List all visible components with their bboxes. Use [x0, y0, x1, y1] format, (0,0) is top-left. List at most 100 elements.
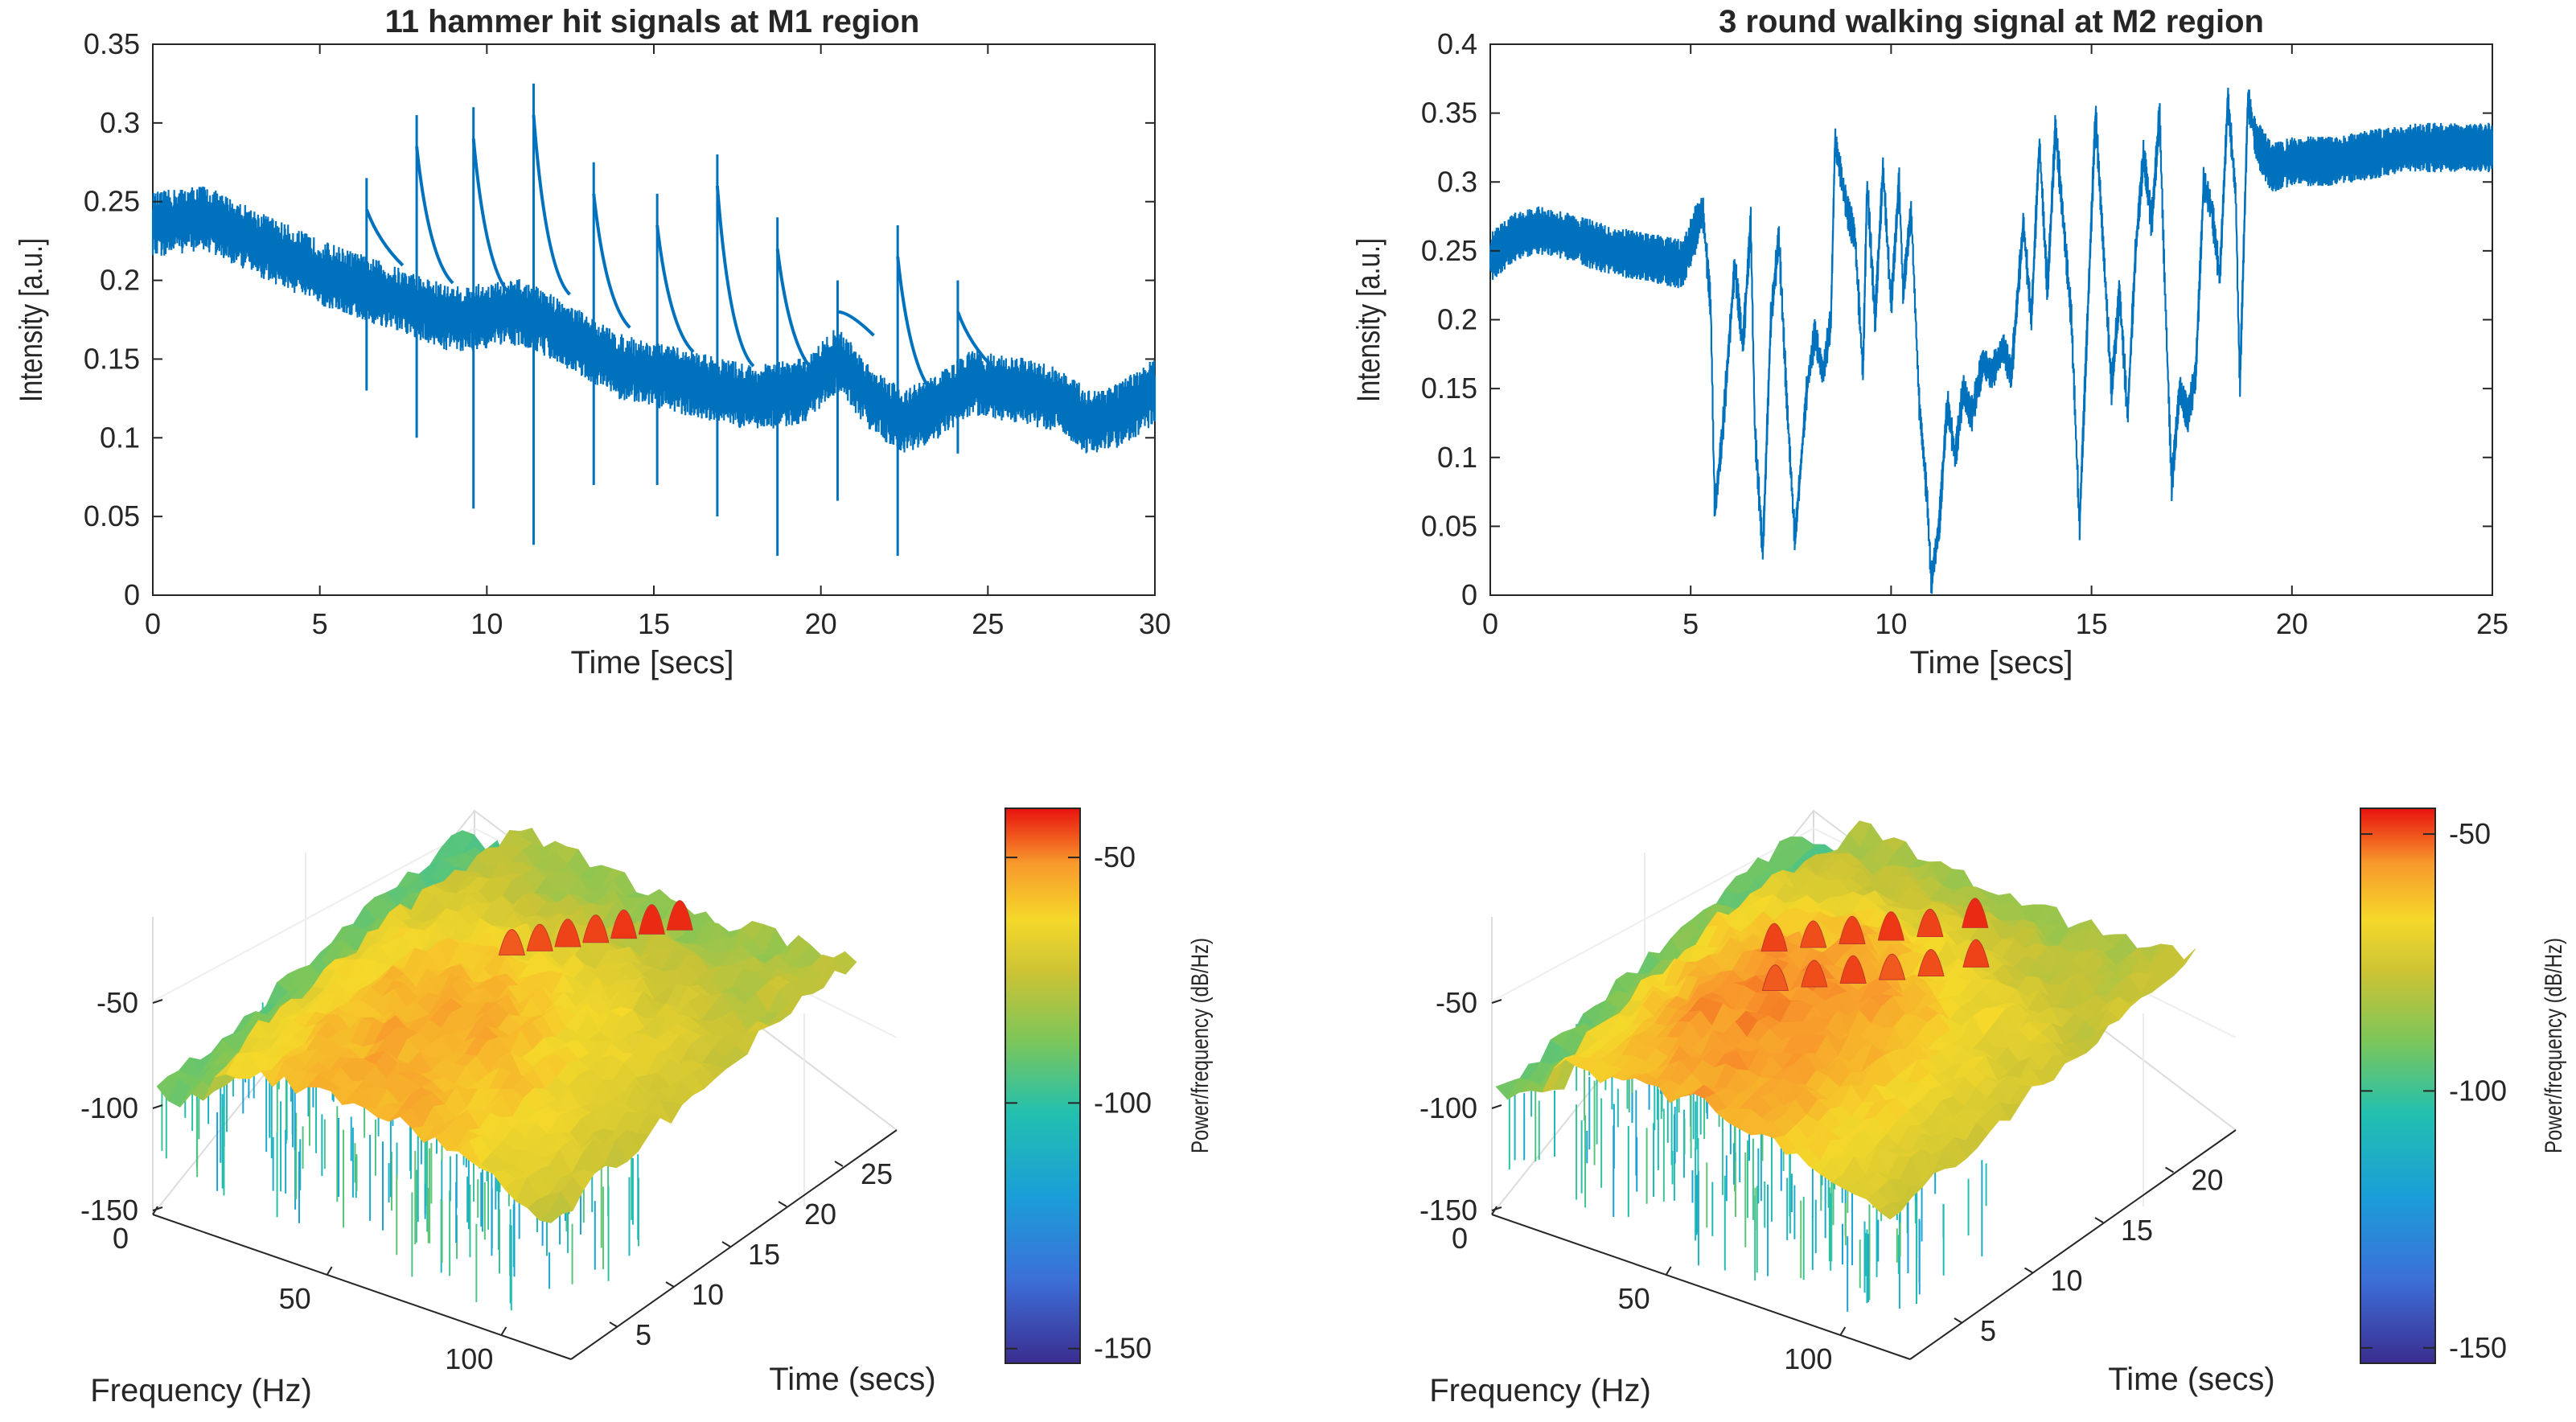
- power-peak: [554, 919, 581, 947]
- signal-series: [1489, 88, 2494, 594]
- y-tick-label: 0.15: [1421, 372, 1477, 405]
- y-tick-label: 0.35: [84, 27, 140, 60]
- plot-area: [152, 43, 1156, 596]
- y-tick-label: 20: [2192, 1164, 2224, 1197]
- spectrogram-surface: [1495, 820, 2196, 1312]
- spike-decay: [592, 193, 631, 329]
- spectrogram-surface: [156, 828, 857, 1311]
- power-peak: [1761, 964, 1789, 991]
- x-tick-mark: [1665, 1266, 1672, 1276]
- power-peak: [1799, 920, 1827, 948]
- y-tick-mark: [2164, 1166, 2175, 1173]
- power-peak: [1839, 916, 1866, 944]
- x-tick-label: 0: [113, 1222, 129, 1255]
- colorbar-gradient: [2360, 808, 2436, 1364]
- y-tick-label: 5: [635, 1318, 651, 1351]
- y-tick-mark: [609, 1321, 618, 1328]
- y-tick-label: 0.1: [100, 421, 140, 454]
- y-tick-mark: [721, 1241, 731, 1247]
- spike-decay: [775, 249, 816, 372]
- y-tick-label: 5: [1980, 1314, 1996, 1347]
- surface-patch: [1878, 1203, 1902, 1220]
- axes: 0 5 10 15 20 25 30 0 0.05 0.1 0.15 0.2 0.25 0.3 0.35: [84, 27, 1171, 640]
- x-tick-label: 10: [1875, 607, 1907, 640]
- colorbar-tick-label: -100: [1094, 1086, 1152, 1119]
- colorbar-label: Power/frequency (dB/Hz): [1185, 938, 1213, 1153]
- y-tick-label: 0.05: [84, 499, 140, 532]
- x-tick-mark: [1491, 1206, 1498, 1215]
- z-tick-mark: [1491, 1104, 1502, 1109]
- z-tick-mark: [152, 1104, 163, 1109]
- y-tick-label: 0.05: [1421, 509, 1477, 542]
- power-peak: [638, 904, 666, 935]
- z-tick-mark: [1491, 1206, 1502, 1211]
- y-tick-label: 0.35: [1421, 97, 1477, 129]
- x-tick-label: 25: [972, 607, 1004, 640]
- y-tick-mark: [2023, 1267, 2034, 1274]
- x-tick-mark: [152, 1206, 158, 1215]
- spike-decay: [532, 114, 571, 296]
- y-tick-label: 0.1: [1437, 441, 1477, 474]
- plot-area: [1489, 43, 2493, 596]
- x-tick-label: 50: [1618, 1282, 1650, 1315]
- x-tick-label: 25: [2476, 607, 2508, 640]
- spike-decay: [837, 310, 875, 337]
- x-tick-label: 30: [1139, 607, 1171, 640]
- colorbar-tick-label: -50: [2449, 817, 2491, 850]
- y-tick-label: 0: [124, 578, 140, 611]
- x-axis-label: Frequency (Hz): [1429, 1373, 1651, 1408]
- x-tick-label: 10: [470, 607, 503, 640]
- signal-series: [151, 83, 1157, 557]
- power-peak: [610, 909, 638, 939]
- y-tick-mark: [778, 1201, 787, 1207]
- x-tick-mark: [1839, 1326, 1847, 1336]
- power-peak: [1877, 911, 1905, 941]
- x-tick-label: 15: [2076, 607, 2108, 640]
- z-tick-label: -50: [97, 986, 138, 1019]
- panel-hammer-signal: 11 hammer hit signals at M1 region 0 5 10 1…: [13, 4, 1171, 680]
- x-tick-label: 5: [312, 607, 328, 640]
- x-tick-label: 100: [445, 1342, 493, 1375]
- colorbar-tick-label: -150: [2449, 1331, 2507, 1364]
- y-tick-label: 0.3: [1437, 165, 1477, 198]
- y-axis-label: Time (secs): [769, 1362, 935, 1397]
- x-tick-label: 50: [279, 1282, 311, 1315]
- z-tick-label: -150: [80, 1194, 138, 1227]
- y-tick-mark: [1954, 1317, 1963, 1324]
- colorbar-gradient: [1005, 808, 1081, 1364]
- axes: 0 5 10 15 20 25 0 0.05 0.1 0.15 0.2 0.25 0.3 0.35 0.4: [1421, 27, 2508, 640]
- z-tick-mark: [152, 1206, 163, 1211]
- power-peak: [1878, 953, 1906, 980]
- spike-decay: [471, 138, 512, 295]
- spike-decay: [364, 208, 405, 267]
- y-axis-label: Time (secs): [2108, 1362, 2274, 1397]
- y-tick-label: 25: [861, 1157, 893, 1190]
- colorbar-tick-label: -100: [2449, 1074, 2507, 1107]
- power-peak: [1760, 923, 1788, 951]
- power-peak: [1839, 956, 1867, 984]
- signal-line: [1489, 88, 2494, 594]
- z-tick-mark: [152, 999, 163, 1004]
- spike-decay: [896, 257, 935, 395]
- power-peak: [1917, 949, 1945, 976]
- z-tick-label: -150: [1419, 1194, 1477, 1227]
- x-tick-label: 20: [805, 607, 837, 640]
- y-tick-label: 0.25: [84, 185, 140, 218]
- y-tick-label: 0: [1461, 578, 1477, 611]
- spike-decay: [655, 224, 695, 354]
- x-tick-label: 100: [1784, 1342, 1832, 1375]
- y-tick-mark: [834, 1161, 844, 1167]
- z-tick-label: -100: [1419, 1091, 1477, 1124]
- z-tick-label: -50: [1436, 986, 1477, 1019]
- y-tick-label: 0.3: [100, 106, 140, 139]
- y-tick-label: 0.4: [1437, 27, 1477, 60]
- power-peak: [1962, 939, 1990, 968]
- colorbar: -50 -100 -150: [2360, 808, 2507, 1364]
- colorbar-tick-label: -50: [1094, 840, 1136, 873]
- x-axis-label: Time [secs]: [1910, 645, 2073, 680]
- power-peak: [666, 900, 693, 931]
- spike-decay: [415, 146, 454, 285]
- y-tick-label: 0.2: [100, 264, 140, 297]
